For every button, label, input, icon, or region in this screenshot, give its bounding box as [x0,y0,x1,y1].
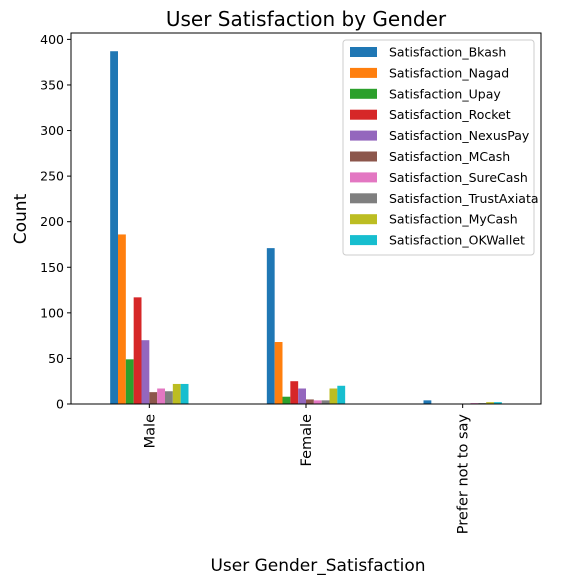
bar-satisfaction-surecash-female [313,400,322,404]
bar-satisfaction-trustaxiata-male [165,391,173,404]
legend-swatch [350,214,377,225]
legend-swatch [350,235,377,246]
legend-swatch [350,172,377,183]
bar-satisfaction-mycash-male [172,383,181,404]
y-axis-label: Count [11,193,31,244]
bar-satisfaction-rocket-female [290,381,299,404]
bar-satisfaction-okwallet-female [337,385,346,404]
legend-label: Satisfaction_Bkash [389,45,506,60]
bar-satisfaction-mcash-female [306,399,314,404]
legend-label: Satisfaction_Rocket [389,107,511,122]
bar-satisfaction-nagad-male [118,234,126,404]
bar-satisfaction-okwallet-prefer-not-to-say [494,402,502,404]
legend-swatch [350,67,377,78]
legend-label: Satisfaction_OKWallet [389,233,525,248]
bar-satisfaction-mcash-male [149,392,158,404]
legend: Satisfaction_Bkash Satisfaction_Nagad Sati… [342,39,539,256]
legend-swatch [350,47,377,57]
bar-satisfaction-surecash-male [157,388,165,404]
bar-satisfaction-bkash-male [110,51,118,404]
chart-title: User Satisfaction by Gender [166,7,447,31]
legend-label: Satisfaction_MyCash [389,212,518,227]
legend-swatch [350,151,377,162]
y-tick-label: 350 [40,77,64,92]
bar-satisfaction-nagad-female [274,342,283,404]
legend-swatch [350,109,377,120]
y-tick-label: 150 [40,260,64,275]
legend-label: Satisfaction_TrustAxiata [389,191,539,206]
bar-satisfaction-rocket-male [133,297,142,404]
legend-label: Satisfaction_Nagad [389,65,509,80]
bar-satisfaction-bkash-female [266,248,275,404]
y-tick-label: 50 [48,351,64,366]
x-axis: Male Female Prefer not to say [142,404,472,535]
x-tick-label: Female [299,414,315,467]
bar-satisfaction-bkash-prefer-not-to-say [423,400,432,404]
x-axis-label: User Gender_Satisfaction [210,556,425,576]
y-tick-label: 400 [40,32,64,47]
bar-satisfaction-upay-male [125,359,134,404]
legend-label: Satisfaction_Upay [389,86,501,101]
legend-swatch [350,130,377,141]
legend-swatch [350,88,377,99]
x-tick-label: Prefer not to say [456,414,472,535]
y-tick-label: 200 [40,214,64,229]
bar-satisfaction-okwallet-male [180,383,189,404]
y-tick-label: 0 [56,397,64,412]
x-tick-label: Male [142,414,158,448]
legend-frame [342,39,535,256]
y-axis: 0 50 100 150 200 250 300 350 400 [40,32,71,412]
bar-satisfaction-mycash-prefer-not-to-say [486,402,494,404]
bar-satisfaction-upay-female [282,396,291,404]
legend-label: Satisfaction_SureCash [389,170,528,185]
bar-satisfaction-nexuspay-male [141,340,150,404]
legend-label: Satisfaction_NexusPay [389,128,530,143]
bar-satisfaction-mycash-female [329,388,338,404]
bar-satisfaction-trustaxiata-female [321,400,330,404]
y-tick-label: 300 [40,123,64,138]
legend-swatch [350,193,377,204]
plot-area [70,32,542,405]
y-tick-label: 250 [40,169,64,184]
bar-satisfaction-nexuspay-female [298,388,306,404]
legend-label: Satisfaction_MCash [389,149,510,164]
y-tick-label: 100 [40,305,64,320]
